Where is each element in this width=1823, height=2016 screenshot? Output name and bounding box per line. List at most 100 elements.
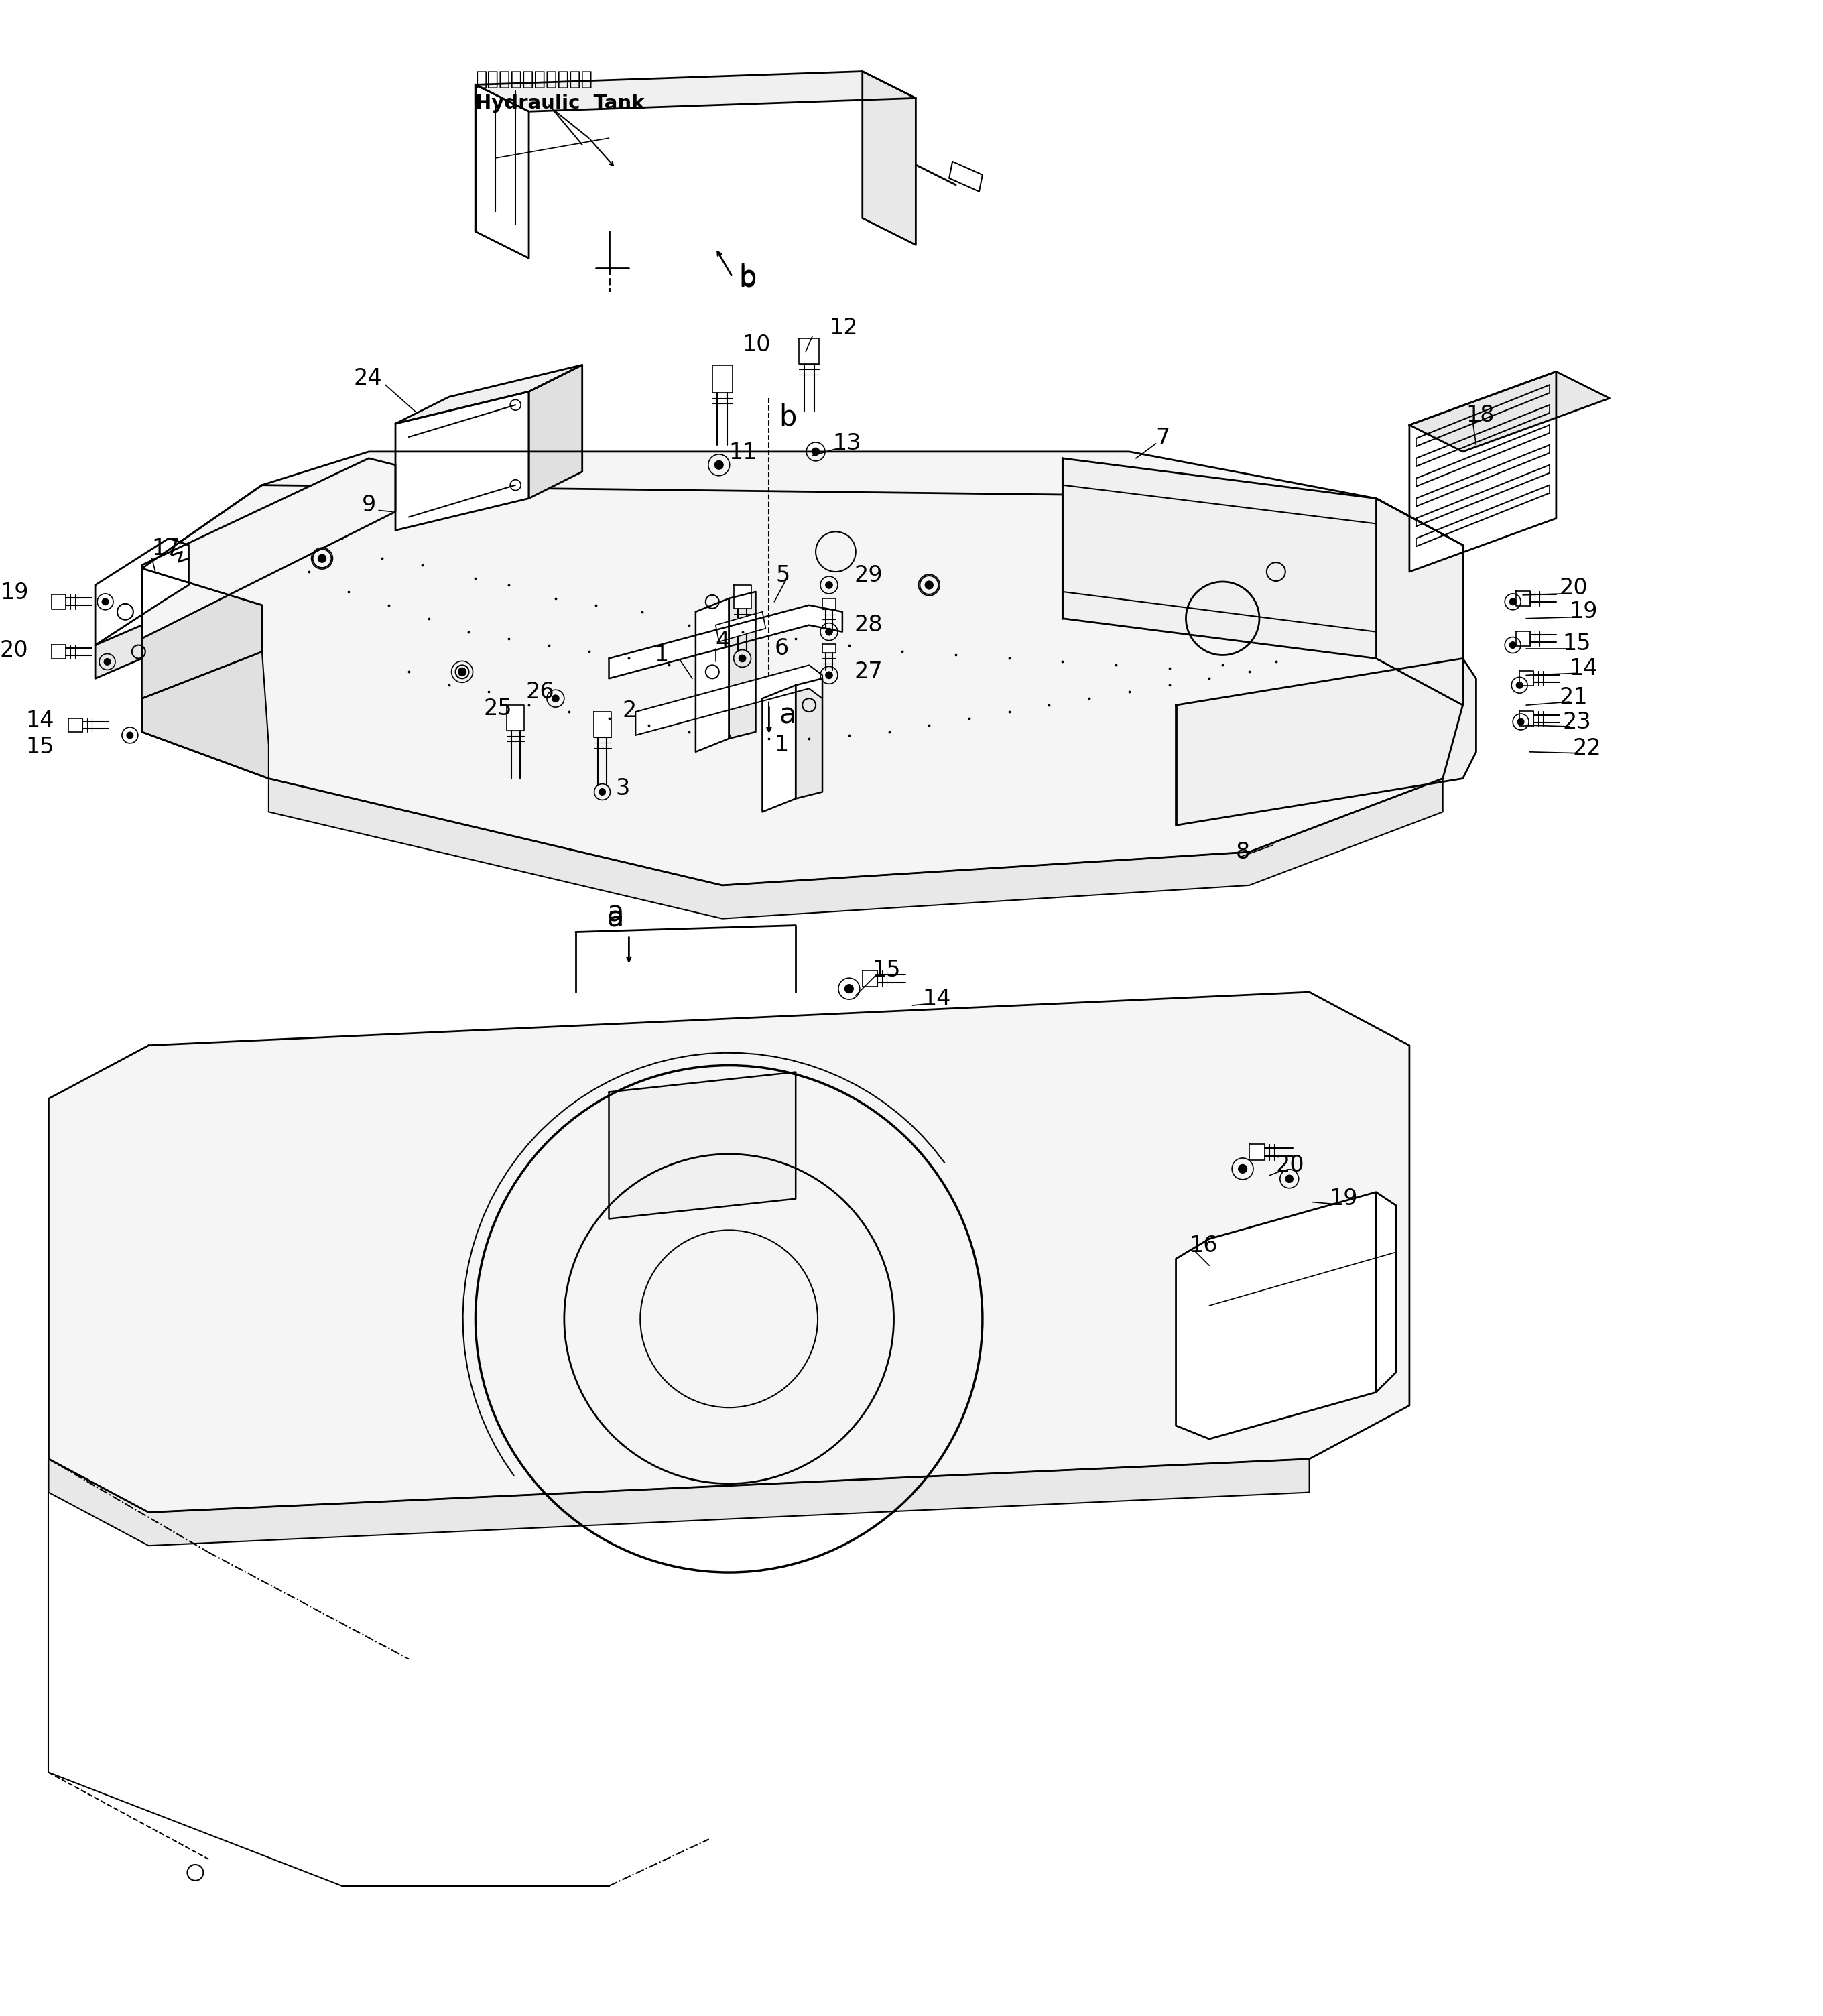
Polygon shape — [507, 706, 525, 732]
Polygon shape — [476, 71, 915, 111]
Text: 23: 23 — [1562, 712, 1591, 734]
Polygon shape — [1176, 1191, 1396, 1439]
Text: 2: 2 — [622, 700, 636, 722]
Polygon shape — [142, 452, 1462, 885]
Text: 17: 17 — [151, 538, 180, 560]
Polygon shape — [1176, 659, 1477, 825]
Text: 24: 24 — [354, 367, 383, 389]
Text: 28: 28 — [855, 615, 882, 637]
Text: 9: 9 — [363, 494, 376, 516]
Polygon shape — [798, 339, 819, 365]
Circle shape — [826, 629, 833, 635]
Polygon shape — [142, 569, 263, 698]
Polygon shape — [1376, 498, 1462, 706]
Circle shape — [1285, 1175, 1293, 1183]
Text: 18: 18 — [1466, 403, 1495, 425]
Text: 1: 1 — [775, 734, 789, 756]
Circle shape — [1509, 599, 1517, 605]
Text: 11: 11 — [729, 442, 758, 464]
Text: 20: 20 — [0, 639, 29, 661]
Polygon shape — [1063, 458, 1462, 706]
Circle shape — [552, 696, 560, 702]
Text: 3: 3 — [616, 778, 629, 800]
Polygon shape — [49, 992, 1409, 1512]
Polygon shape — [142, 651, 268, 778]
Circle shape — [1517, 681, 1522, 687]
Text: 20: 20 — [1559, 577, 1588, 599]
Text: 25: 25 — [483, 698, 512, 720]
Polygon shape — [609, 605, 842, 679]
Text: ハイドロリックタンク: ハイドロリックタンク — [476, 71, 592, 89]
Polygon shape — [716, 611, 766, 641]
Polygon shape — [95, 625, 142, 679]
Polygon shape — [396, 365, 582, 423]
Text: 29: 29 — [855, 564, 882, 587]
Polygon shape — [1517, 591, 1529, 605]
Text: b: b — [738, 264, 757, 292]
Circle shape — [738, 655, 746, 661]
Polygon shape — [609, 1073, 795, 1220]
Polygon shape — [733, 585, 751, 609]
Circle shape — [600, 788, 605, 794]
Polygon shape — [950, 161, 983, 192]
Text: 19: 19 — [0, 583, 29, 605]
Text: 7: 7 — [1156, 427, 1170, 450]
Polygon shape — [713, 365, 733, 393]
Circle shape — [102, 599, 108, 605]
Polygon shape — [268, 778, 1442, 919]
Circle shape — [844, 984, 853, 994]
Circle shape — [1517, 718, 1524, 726]
Polygon shape — [51, 645, 66, 659]
Text: 21: 21 — [1559, 685, 1588, 708]
Text: 15: 15 — [1562, 633, 1591, 655]
Polygon shape — [729, 593, 757, 738]
Polygon shape — [1409, 371, 1610, 452]
Circle shape — [104, 659, 111, 665]
Circle shape — [317, 554, 326, 562]
Text: 26: 26 — [525, 681, 554, 704]
Circle shape — [826, 671, 833, 679]
Polygon shape — [822, 643, 835, 653]
Polygon shape — [49, 1460, 1309, 1546]
Polygon shape — [529, 365, 582, 498]
Polygon shape — [1520, 712, 1533, 726]
Text: 15: 15 — [873, 960, 901, 982]
Polygon shape — [1517, 631, 1529, 645]
Circle shape — [811, 448, 819, 456]
Polygon shape — [1520, 671, 1533, 685]
Text: 22: 22 — [1573, 738, 1601, 760]
Polygon shape — [862, 71, 915, 244]
Text: b: b — [778, 403, 797, 431]
Polygon shape — [762, 685, 795, 812]
Polygon shape — [396, 391, 529, 530]
Text: 14: 14 — [26, 710, 55, 732]
Text: 12: 12 — [829, 317, 857, 339]
Polygon shape — [822, 599, 835, 609]
Polygon shape — [1409, 371, 1557, 573]
Polygon shape — [142, 458, 396, 639]
Text: 6: 6 — [775, 637, 789, 659]
Text: a: a — [778, 702, 797, 730]
Text: 19: 19 — [1570, 601, 1599, 623]
Text: 8: 8 — [1236, 841, 1251, 863]
Circle shape — [1238, 1165, 1247, 1173]
Circle shape — [924, 581, 933, 589]
Circle shape — [826, 581, 833, 589]
Text: a: a — [607, 899, 623, 927]
Text: 5: 5 — [775, 564, 789, 587]
Polygon shape — [795, 679, 822, 798]
Circle shape — [128, 732, 133, 738]
Text: 20: 20 — [1276, 1155, 1305, 1177]
Text: 27: 27 — [855, 661, 882, 683]
Text: 10: 10 — [742, 335, 771, 357]
Polygon shape — [1249, 1145, 1265, 1159]
Circle shape — [715, 462, 724, 470]
Circle shape — [458, 667, 467, 675]
Text: 13: 13 — [833, 433, 860, 456]
Polygon shape — [95, 538, 188, 645]
Text: 14: 14 — [1570, 657, 1599, 679]
Text: 16: 16 — [1189, 1234, 1218, 1256]
Polygon shape — [51, 595, 66, 609]
Polygon shape — [696, 599, 729, 752]
Polygon shape — [476, 85, 529, 258]
